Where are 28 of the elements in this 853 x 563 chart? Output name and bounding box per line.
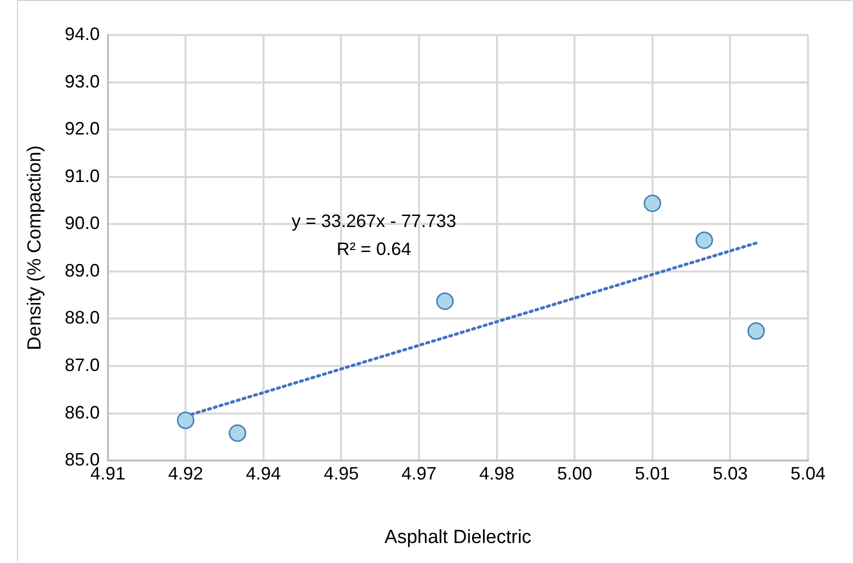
x-tick-label: 4.98 [479, 463, 514, 484]
y-tick-label: 94.0 [64, 24, 100, 44]
point [644, 194, 662, 212]
y-tick-label: 86.0 [64, 402, 100, 422]
y-tick-label: 92.0 [64, 118, 100, 139]
x-tick-label: 4.97 [401, 463, 437, 484]
y-tick-label: 88.0 [64, 308, 100, 328]
x-tick-label: 5.04 [790, 463, 826, 484]
x-tick-label: 5.01 [634, 463, 670, 484]
point [436, 292, 454, 310]
x-tick-label: 5.00 [557, 463, 592, 484]
y-tick-label: 93.0 [64, 71, 100, 92]
y-tick-label: 91.0 [64, 166, 100, 186]
x-tick-label: 5.03 [712, 463, 748, 484]
x-tick-label: 4.94 [246, 463, 281, 484]
annotation: y = 33.267x - 77.733 [292, 211, 456, 232]
point [747, 322, 765, 340]
y-tick-label: 89.0 [64, 260, 100, 280]
point [228, 424, 246, 442]
point [696, 231, 714, 249]
x-tick-label: 4.95 [324, 463, 359, 484]
x-tick-label: 4.92 [168, 463, 204, 484]
y-tick-label: 90.0 [64, 213, 100, 234]
x-axis-title: Asphalt Dielectric [384, 526, 532, 548]
y-axis-title: Density (% Compaction) [24, 145, 46, 350]
point [176, 412, 194, 430]
y-tick-label: 87.0 [64, 354, 100, 375]
annotation: R² = 0.64 [336, 239, 412, 260]
